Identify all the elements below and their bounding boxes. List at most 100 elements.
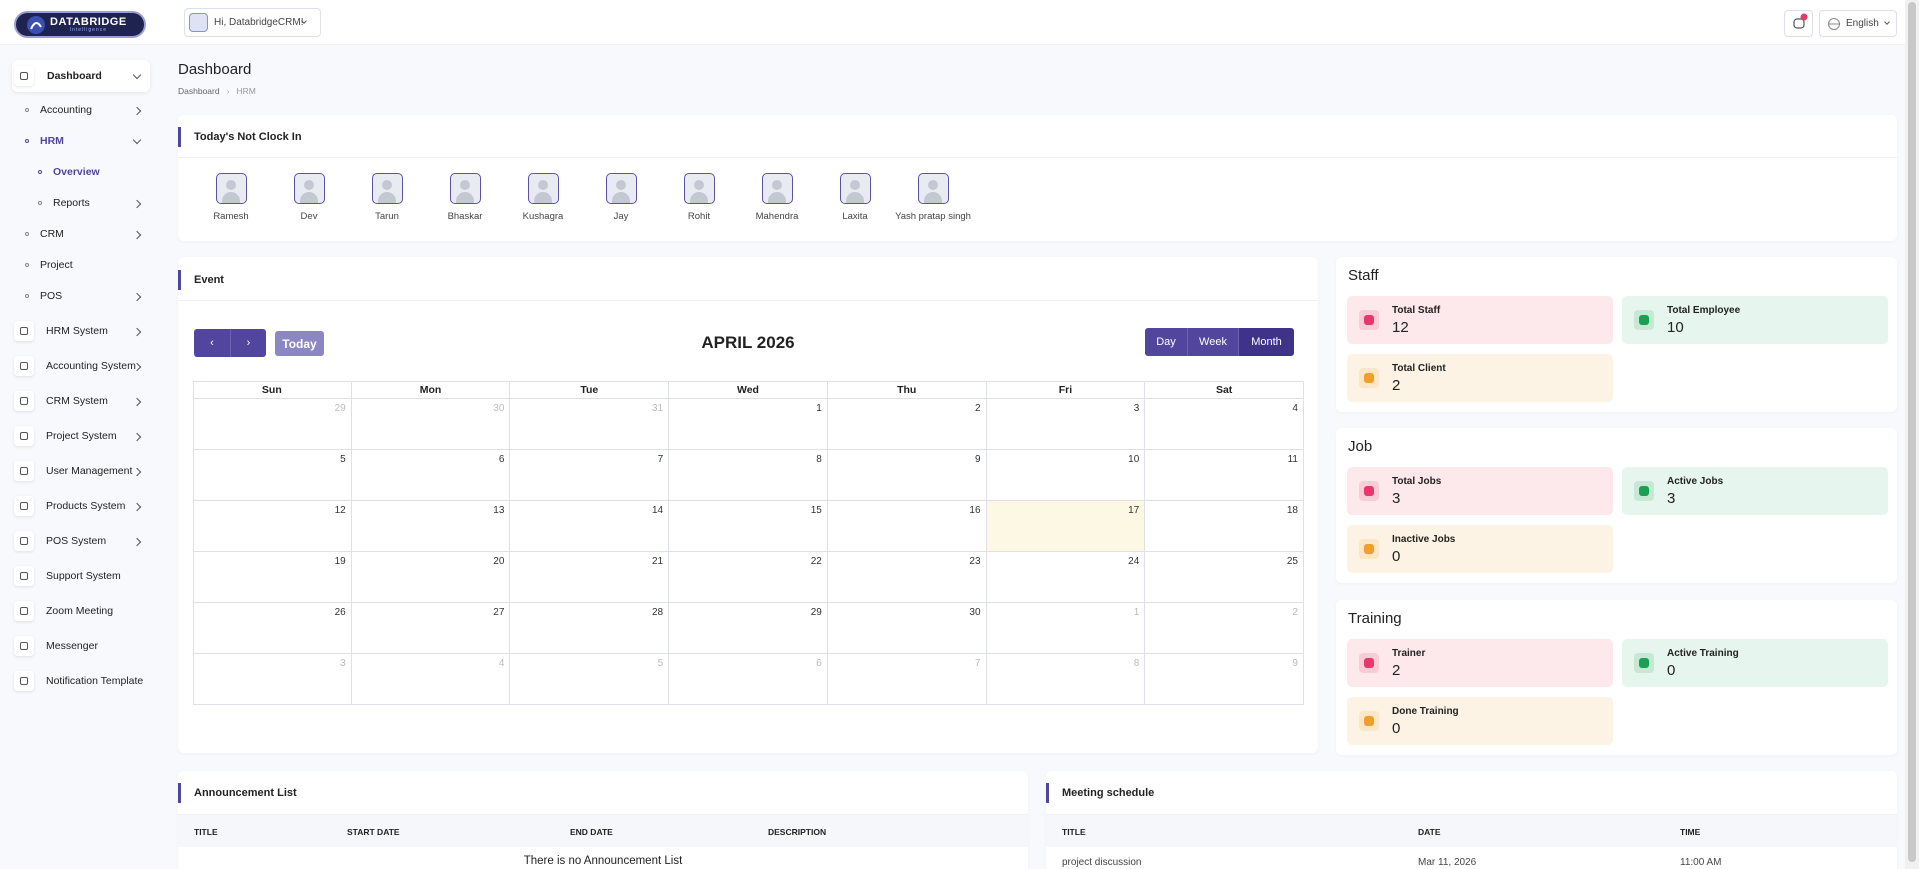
sidebar-item[interactable]: Dashboard xyxy=(0,60,160,92)
calendar-day[interactable]: 20 xyxy=(351,552,511,603)
calendar-day[interactable]: 11 xyxy=(1145,450,1304,501)
calendar-day[interactable]: 6 xyxy=(351,450,511,501)
sidebar-item[interactable]: Accounting System xyxy=(0,351,160,381)
sidebar-item[interactable]: POS System xyxy=(0,526,160,556)
stat-value: 3 xyxy=(1392,490,1401,507)
language-label: English xyxy=(1846,18,1879,29)
calendar-day[interactable]: 22 xyxy=(669,552,828,603)
sidebar-item[interactable]: CRM System xyxy=(0,386,160,416)
calendar-day[interactable]: 30 xyxy=(351,399,511,450)
column-header: START DATE xyxy=(347,827,400,837)
prev-button[interactable]: ‹ xyxy=(194,329,230,357)
day-number: 19 xyxy=(334,556,346,567)
item-label: Messenger xyxy=(46,640,98,652)
breadcrumb-item[interactable]: HRM xyxy=(236,86,256,96)
item-label: CRM xyxy=(40,228,64,240)
calendar-day[interactable]: 7 xyxy=(510,450,670,501)
stat-value: 12 xyxy=(1392,319,1409,336)
sidebar: Dashboard Accounting HRM Overview Reports CRM… xyxy=(0,45,160,869)
calendar-day[interactable]: 8 xyxy=(986,654,1146,705)
sidebar-item[interactable]: Accounting xyxy=(0,95,160,125)
event-card: Event ‹ › Today APRIL 2026 Day Week Month … xyxy=(178,257,1318,753)
calendar-day[interactable]: 31 xyxy=(510,399,670,450)
calendar-day[interactable]: 3 xyxy=(986,399,1146,450)
avatar-body xyxy=(846,192,864,203)
calendar-day[interactable]: 16 xyxy=(827,501,987,552)
calendar-day[interactable]: 17 xyxy=(986,501,1146,552)
avatar-head xyxy=(928,180,938,190)
sidebar-item[interactable]: Reports xyxy=(0,188,160,218)
scrollbar-thumb[interactable] xyxy=(1908,2,1916,862)
employee-name: Kushagra xyxy=(522,211,564,222)
day-number: 31 xyxy=(652,403,664,414)
sidebar-item[interactable]: Notification Template xyxy=(0,666,160,696)
column-header: TITLE xyxy=(194,827,218,837)
stat-icon xyxy=(1359,368,1379,388)
sidebar-item[interactable]: Project System xyxy=(0,421,160,451)
logo[interactable]: DATABRIDGE Intelligence xyxy=(14,11,146,38)
calendar-day[interactable]: 2 xyxy=(1145,603,1304,654)
view-button[interactable]: Month xyxy=(1238,328,1294,356)
sidebar-item[interactable]: CRM xyxy=(0,219,160,249)
stat-tile: Total Staff 12 xyxy=(1347,296,1613,344)
calendar-day[interactable]: 28 xyxy=(510,603,670,654)
item-label: HRM xyxy=(40,135,64,147)
sidebar-item[interactable]: POS xyxy=(0,281,160,311)
calendar-day[interactable]: 5 xyxy=(193,450,352,501)
calendar-day[interactable]: 13 xyxy=(351,501,511,552)
calendar-day[interactable]: 27 xyxy=(351,603,511,654)
notifications-button[interactable] xyxy=(1784,10,1813,37)
calendar-day[interactable]: 24 xyxy=(986,552,1146,603)
calendar-day[interactable]: 1 xyxy=(986,603,1146,654)
calendar-day[interactable]: 4 xyxy=(351,654,511,705)
today-button[interactable]: Today xyxy=(275,331,324,356)
day-number: 9 xyxy=(1292,658,1298,669)
user-menu[interactable]: Hi, DatabridgeCRM! xyxy=(184,8,321,37)
logo-text: DATABRIDGE xyxy=(50,15,127,28)
calendar-day[interactable]: 23 xyxy=(827,552,987,603)
item-icon-glyph xyxy=(20,432,28,440)
calendar-day[interactable]: 12 xyxy=(193,501,352,552)
sidebar-item[interactable]: Project xyxy=(0,250,160,280)
stat-icon xyxy=(1634,481,1654,501)
calendar-day[interactable]: 30 xyxy=(827,603,987,654)
calendar-day[interactable]: 2 xyxy=(827,399,987,450)
calendar-day[interactable]: 4 xyxy=(1145,399,1304,450)
calendar-day[interactable]: 15 xyxy=(669,501,828,552)
stat-value: 2 xyxy=(1392,662,1401,679)
sidebar-item[interactable]: Messenger xyxy=(0,631,160,661)
calendar-day[interactable]: 10 xyxy=(986,450,1146,501)
sidebar-item[interactable]: HRM System xyxy=(0,316,160,346)
sidebar-item[interactable]: Overview xyxy=(0,157,160,187)
calendar-day[interactable]: 25 xyxy=(1145,552,1304,603)
calendar-day[interactable]: 9 xyxy=(1145,654,1304,705)
day-number: 23 xyxy=(969,556,981,567)
calendar-day[interactable]: 3 xyxy=(193,654,352,705)
sidebar-item[interactable]: Zoom Meeting xyxy=(0,596,160,626)
view-button[interactable]: Week xyxy=(1187,328,1238,356)
avatar xyxy=(216,173,247,204)
calendar-day[interactable]: 29 xyxy=(193,399,352,450)
sidebar-item[interactable]: User Management xyxy=(0,456,160,486)
calendar-day[interactable]: 29 xyxy=(669,603,828,654)
scrollbar[interactable] xyxy=(1905,0,1919,869)
calendar-day[interactable]: 9 xyxy=(827,450,987,501)
calendar-day[interactable]: 8 xyxy=(669,450,828,501)
calendar-day[interactable]: 5 xyxy=(510,654,670,705)
calendar-day[interactable]: 26 xyxy=(193,603,352,654)
calendar-day[interactable]: 14 xyxy=(510,501,670,552)
next-button[interactable]: › xyxy=(230,329,266,357)
calendar-day[interactable]: 21 xyxy=(510,552,670,603)
calendar-day[interactable]: 7 xyxy=(827,654,987,705)
sidebar-item[interactable]: Products System xyxy=(0,491,160,521)
view-button[interactable]: Day xyxy=(1145,328,1187,356)
calendar-day[interactable]: 1 xyxy=(669,399,828,450)
breadcrumb-item[interactable]: Dashboard xyxy=(178,86,220,96)
calendar-day[interactable]: 19 xyxy=(193,552,352,603)
sidebar-item[interactable]: Support System xyxy=(0,561,160,591)
chevron xyxy=(132,537,142,547)
sidebar-item[interactable]: HRM xyxy=(0,126,160,156)
calendar-day[interactable]: 18 xyxy=(1145,501,1304,552)
language-selector[interactable]: English xyxy=(1819,10,1897,37)
calendar-day[interactable]: 6 xyxy=(669,654,828,705)
